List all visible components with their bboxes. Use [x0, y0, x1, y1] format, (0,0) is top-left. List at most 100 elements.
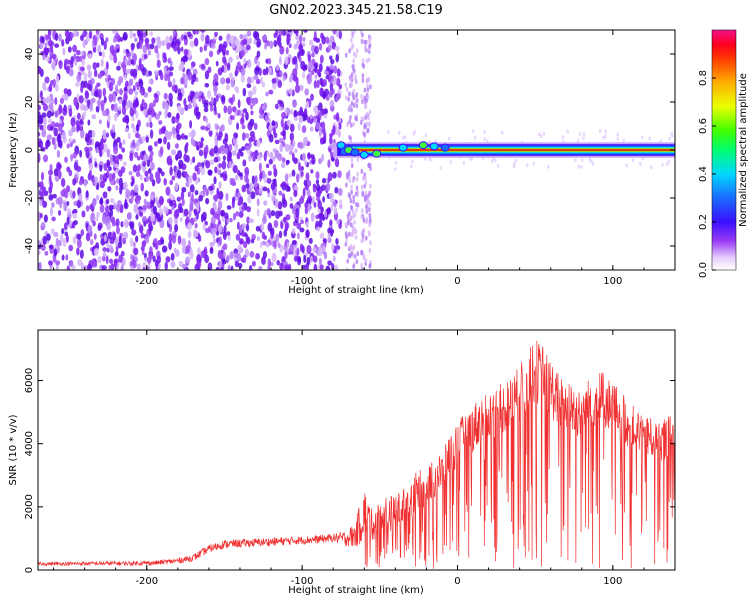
spectrogram-transition-cell [364, 257, 368, 263]
spectrogram-noise-cell [97, 73, 103, 79]
spectrogram-transition-cell [353, 30, 356, 34]
spectrogram-noise-cell [180, 190, 185, 201]
spectrogram-noise-cell [311, 156, 316, 165]
spectrogram-noise-cell [254, 31, 260, 41]
spectrogram-noise-cell [161, 238, 165, 245]
spectrogram-noise-cell [266, 150, 270, 157]
spectrogram-noise-cell [71, 125, 76, 133]
spectrogram-transition-cell [348, 91, 351, 97]
spectrogram-noise-cell [276, 37, 280, 46]
spectrogram-transition-cell [345, 87, 349, 93]
colorbar-tick-label: 0.0 [698, 262, 709, 278]
spectrogram-noise-cell [38, 153, 41, 163]
spectrogram-noise-cell [102, 129, 107, 137]
spectrogram-noise-cell [288, 173, 292, 178]
spectrogram-transition-cell [352, 264, 355, 270]
spectrogram-noise-cell [89, 103, 94, 112]
spectrogram-noise-cell [185, 181, 190, 188]
spectrogram-noise-cell [293, 157, 298, 165]
spectrogram-noise-cell [270, 210, 276, 217]
spectrogram-noise-cell [242, 38, 248, 46]
spectrogram-transition-cell [350, 72, 354, 78]
spectrogram-noise-cell [288, 88, 293, 95]
spectrogram-noise-cell [88, 162, 94, 171]
spectrogram-noise-cell [333, 201, 337, 208]
spectrogram-noise-cell [90, 212, 96, 222]
snr-y-tick-label: 2000 [24, 494, 35, 519]
spectrogram-transition-cell [368, 231, 371, 237]
spectrogram-noise-cell [104, 77, 109, 83]
spectrogram-noise-cell [244, 133, 250, 139]
spectrogram-noise-cell [58, 59, 63, 70]
spectrogram-noise-cell [255, 253, 260, 260]
spectrogram-noise-cell [196, 202, 200, 212]
spectrogram-noise-cell [329, 55, 333, 61]
spectrogram-noise-cell [97, 44, 102, 54]
spectrogram-noise-cell [177, 202, 183, 212]
spectrogram-noise-cell [197, 247, 201, 256]
spectrogram-noise-cell [130, 253, 133, 261]
spectrogram-noise-cell [92, 36, 97, 46]
spectrogram-noise-cell [64, 58, 70, 65]
spectrogram-noise-cell [220, 77, 226, 85]
spectrogram-noise-cell [321, 121, 326, 131]
spectrogram-noise-cell [65, 254, 69, 261]
spectrogram-noise-cell [213, 97, 217, 108]
spectrogram-noise-cell [210, 96, 214, 106]
spectrogram-noise-cell [337, 170, 342, 179]
spectrogram-transition-cell [348, 119, 351, 125]
spectrogram-noise-cell [276, 259, 281, 266]
spectrogram-noise-cell [132, 32, 136, 38]
spectrogram-noise-cell [288, 150, 294, 156]
spectrogram-transition-cell [349, 114, 352, 120]
spectrogram-noise-cell [322, 238, 327, 243]
spectrogram-transition-cell [354, 229, 358, 235]
spectrogram-transition-cell [356, 171, 359, 177]
spectrogram-noise-cell [338, 203, 343, 210]
spectrogram-noise-cell [232, 106, 237, 113]
spectrogram-noise-cell [72, 178, 77, 186]
spectrogram-noise-cell [273, 167, 278, 178]
spectrogram-noise-cell [316, 69, 321, 76]
spectrogram-noise-cell [314, 108, 319, 116]
spectrogram-transition-cell [355, 207, 358, 213]
spectrogram-transition-cell [365, 58, 369, 64]
spectrogram-noise-cell [136, 84, 140, 91]
spectrogram-noise-cell [142, 44, 148, 54]
spectrogram-noise-cell [316, 79, 320, 89]
spectrogram-noise-cell [181, 238, 187, 247]
spectrogram-noise-cell [129, 221, 135, 231]
spectrogram-noise-cell [331, 242, 335, 252]
spectrogram-noise-cell [61, 254, 65, 261]
spectrogram-noise-cell [46, 96, 52, 101]
spectrogram-noise-cell [267, 222, 273, 232]
spectrogram-noise-cell [275, 30, 279, 36]
spectrogram-noise-cell [96, 62, 100, 68]
spectrogram-faint-cell [439, 165, 442, 170]
spectrogram-noise-cell [59, 97, 65, 104]
spectrogram-noise-cell [242, 87, 247, 97]
spectrogram-noise-cell [43, 154, 49, 163]
spectrogram-transition-cell [361, 237, 365, 243]
spectrogram-noise-cell [225, 49, 229, 56]
spectrogram-transition-cell [348, 253, 352, 259]
spectrogram-noise-cell [137, 163, 142, 171]
spectrogram-faint-cell [616, 136, 619, 141]
spectrogram-noise-cell [170, 260, 176, 268]
spectrogram-faint-cell [659, 139, 662, 144]
spectrogram-noise-cell [108, 81, 113, 92]
spectrogram-transition-cell [364, 103, 368, 109]
spectrogram-noise-cell [162, 52, 167, 60]
spectrogram-noise-cell [180, 46, 184, 52]
spectrogram-noise-cell [213, 145, 219, 154]
spectrogram-noise-cell [220, 173, 223, 178]
spectrogram-transition-cell [363, 194, 367, 200]
spectrogram-noise-cell [47, 30, 52, 38]
spectrogram-noise-cell [122, 63, 127, 74]
spectrogram-noise-cell [251, 175, 255, 185]
spectrogram-noise-cell [327, 172, 333, 182]
spectrogram-faint-cell [412, 131, 415, 136]
spectrogram-transition-cell [369, 84, 372, 90]
spectrogram-noise-cell [241, 124, 246, 130]
spectrogram-noise-cell [177, 46, 181, 55]
